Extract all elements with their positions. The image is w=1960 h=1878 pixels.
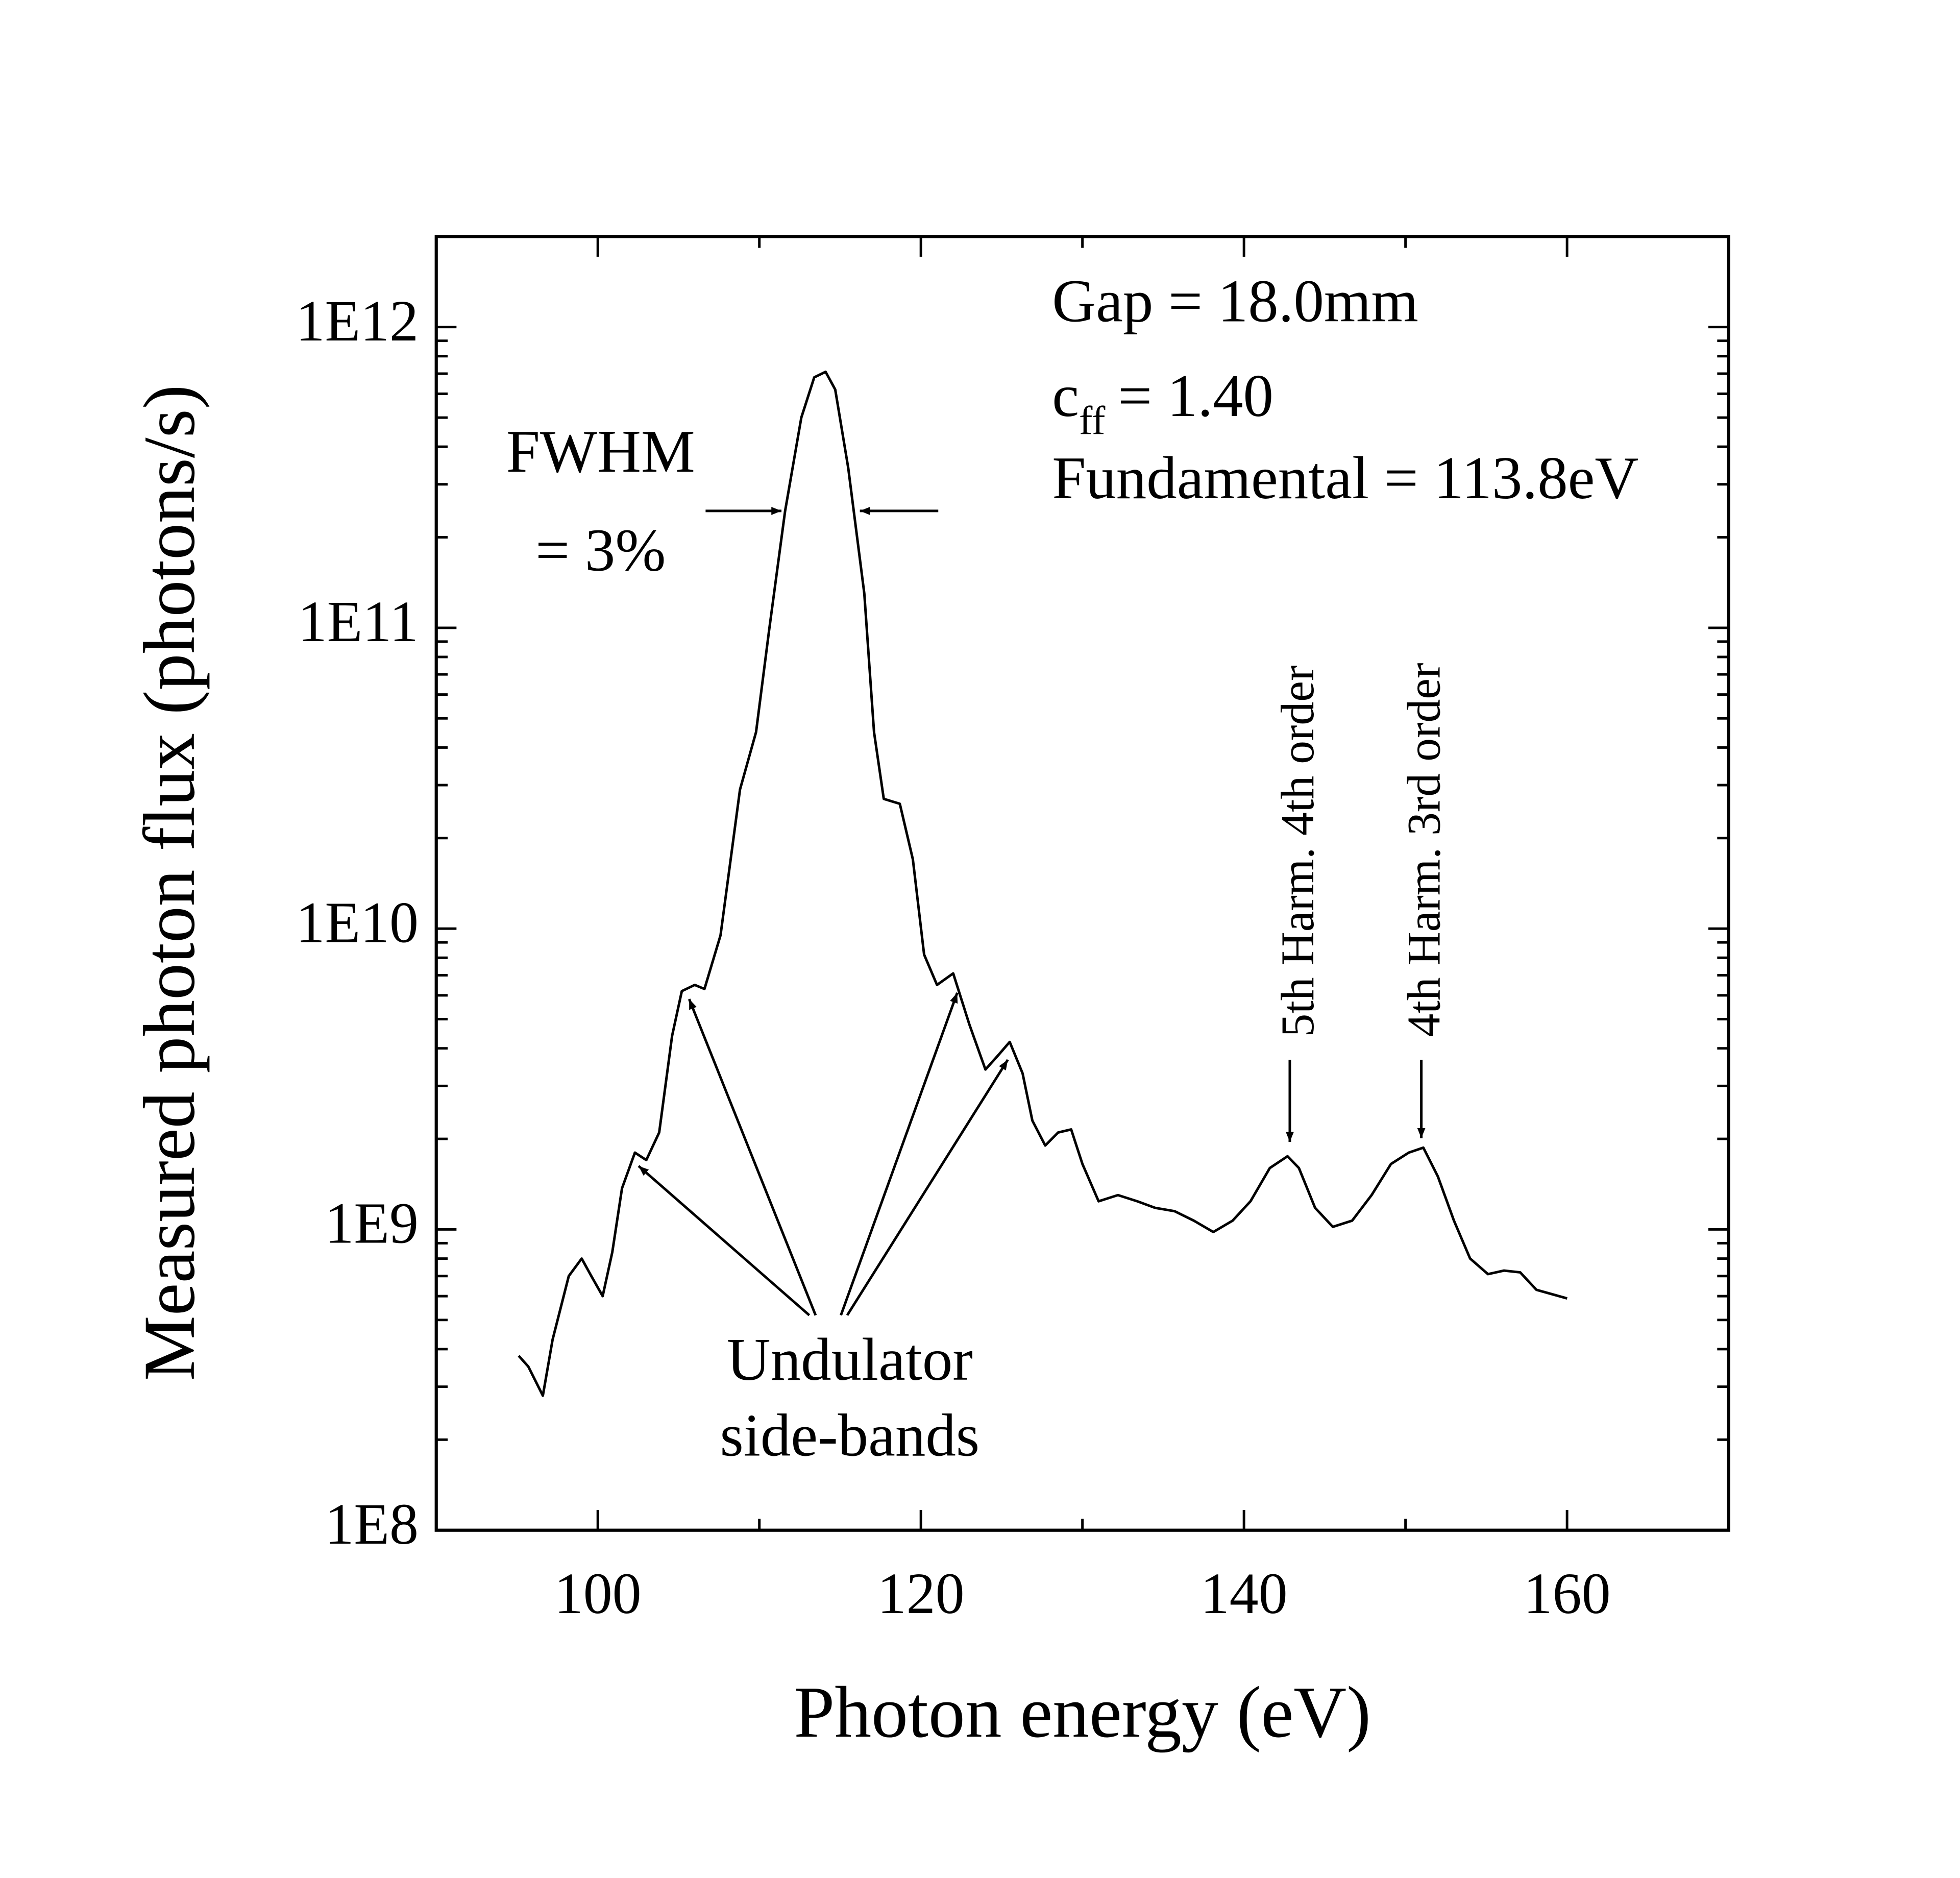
annotation: FWHM bbox=[506, 418, 695, 485]
annotation: 4th Harm. 3rd order bbox=[1398, 663, 1450, 1037]
arrow bbox=[840, 992, 959, 1316]
annotation: 5th Harm. 4th order bbox=[1271, 666, 1324, 1037]
arrow bbox=[638, 1165, 811, 1316]
y-axis-label: Measured photon flux (photons/s) bbox=[129, 385, 210, 1381]
annotation: cff = 1.40 bbox=[1052, 362, 1273, 443]
annotation-part: c bbox=[1052, 362, 1079, 429]
annotation-subscript: ff bbox=[1079, 399, 1106, 444]
y-tick-label: 1E10 bbox=[296, 890, 419, 955]
annotation-part: = 1.40 bbox=[1118, 362, 1273, 429]
annotation: Undulator bbox=[727, 1326, 973, 1393]
y-tick-label: 1E11 bbox=[298, 589, 419, 654]
y-tick-label: 1E12 bbox=[296, 288, 419, 353]
data-line bbox=[518, 370, 1567, 1397]
arrow bbox=[846, 1059, 1009, 1316]
y-tick-label: 1E8 bbox=[325, 1492, 419, 1556]
annotation: Gap = 18.0mm bbox=[1052, 267, 1418, 334]
x-tick-label: 140 bbox=[1200, 1561, 1288, 1626]
annotation: side-bands bbox=[720, 1402, 980, 1469]
y-tick-label: 1E9 bbox=[325, 1191, 419, 1256]
x-tick-label: 160 bbox=[1524, 1561, 1611, 1626]
annotation: = 3% bbox=[535, 516, 666, 583]
x-axis-label: Photon energy (eV) bbox=[794, 1672, 1371, 1753]
arrows bbox=[638, 506, 1426, 1316]
annotation: Fundamental = 113.8eV bbox=[1052, 444, 1638, 511]
x-tick-label: 120 bbox=[877, 1561, 965, 1626]
arrow bbox=[688, 998, 817, 1316]
x-tick-label: 100 bbox=[554, 1561, 642, 1626]
